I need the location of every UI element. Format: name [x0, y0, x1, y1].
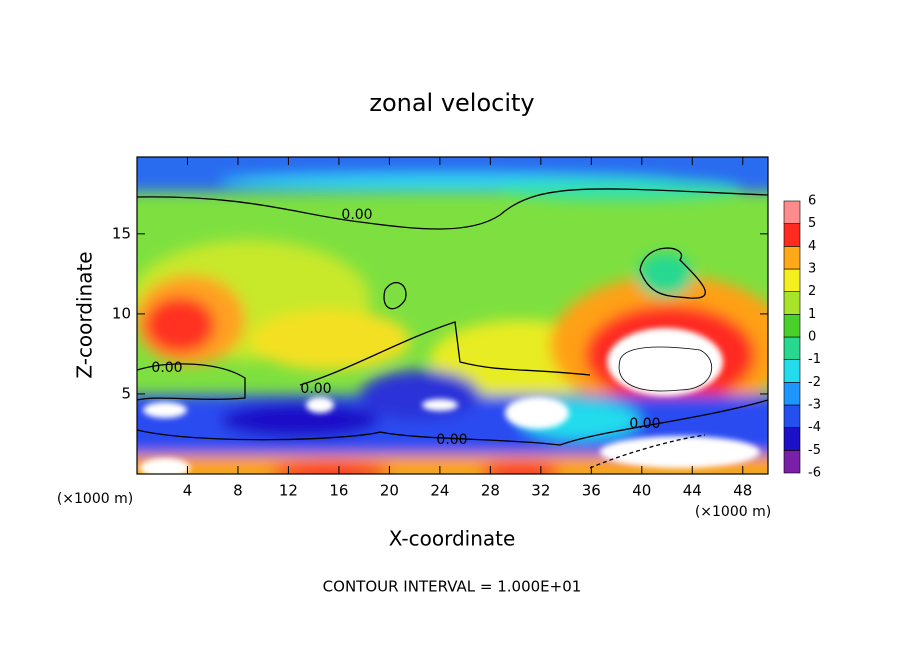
y-tick-label: 5 — [121, 384, 131, 402]
x-tick-label: 48 — [733, 482, 752, 500]
colorbar-band — [783, 268, 801, 292]
contour-label: 0.00 — [341, 207, 372, 223]
colorbar-label: -3 — [808, 398, 821, 413]
colorbar-label: 3 — [808, 262, 816, 277]
colorbar-band — [783, 200, 801, 224]
colorbar-label: 6 — [808, 194, 816, 209]
colorbar-band — [783, 291, 801, 315]
x-tick-label: 12 — [279, 482, 298, 500]
colorbar-label: -5 — [808, 443, 821, 458]
colorbar-band — [783, 336, 801, 360]
y-tick-label: 15 — [112, 224, 131, 242]
colorbar-label: -2 — [808, 375, 821, 390]
colorbar-label: -6 — [808, 466, 821, 481]
x-tick-label: 44 — [683, 482, 702, 500]
colorbar-band — [783, 359, 801, 383]
x-tick-label: 16 — [329, 482, 348, 500]
colorbar-label: 0 — [808, 330, 816, 345]
x-tick-label: 8 — [233, 482, 243, 500]
contour-label: 0.00 — [300, 381, 331, 397]
chart-title: zonal velocity — [369, 89, 534, 117]
contour-label: 0.00 — [629, 416, 660, 432]
y-axis-label: Z-coordinate — [73, 251, 97, 378]
colorbar-band — [783, 450, 801, 474]
colorbar-band — [783, 404, 801, 428]
x-tick-label: 40 — [632, 482, 651, 500]
x-tick-label: 24 — [430, 482, 449, 500]
colorbar-band — [783, 223, 801, 247]
colorbar-label: 1 — [808, 307, 816, 322]
x-unit-label: (×1000 m) — [695, 504, 771, 520]
x-unit-label: (×1000 m) — [57, 491, 133, 507]
contour-label: 0.00 — [436, 432, 467, 448]
colorbar-label: -4 — [808, 420, 821, 435]
x-tick-label: 4 — [183, 482, 193, 500]
colorbar-band — [783, 314, 801, 338]
x-axis-label: X-coordinate — [389, 527, 516, 551]
annotation: CONTOUR INTERVAL = 1.000E+01 — [323, 578, 582, 596]
colorbar-band — [783, 427, 801, 451]
y-tick-label: 10 — [112, 304, 131, 322]
colorbar-label: 5 — [808, 216, 816, 231]
x-tick-label: 20 — [380, 482, 399, 500]
x-tick-label: 32 — [531, 482, 550, 500]
colorbar-band — [783, 246, 801, 270]
colorbar-label: -1 — [808, 352, 821, 367]
colorbar-label: 2 — [808, 284, 816, 299]
x-tick-label: 28 — [481, 482, 500, 500]
x-tick-label: 36 — [582, 482, 601, 500]
colorbar-label: 4 — [808, 239, 816, 254]
contour-field — [137, 157, 768, 474]
contour-label: 0.00 — [151, 360, 182, 376]
plot-frame — [136, 156, 769, 475]
colorbar-band — [783, 382, 801, 406]
